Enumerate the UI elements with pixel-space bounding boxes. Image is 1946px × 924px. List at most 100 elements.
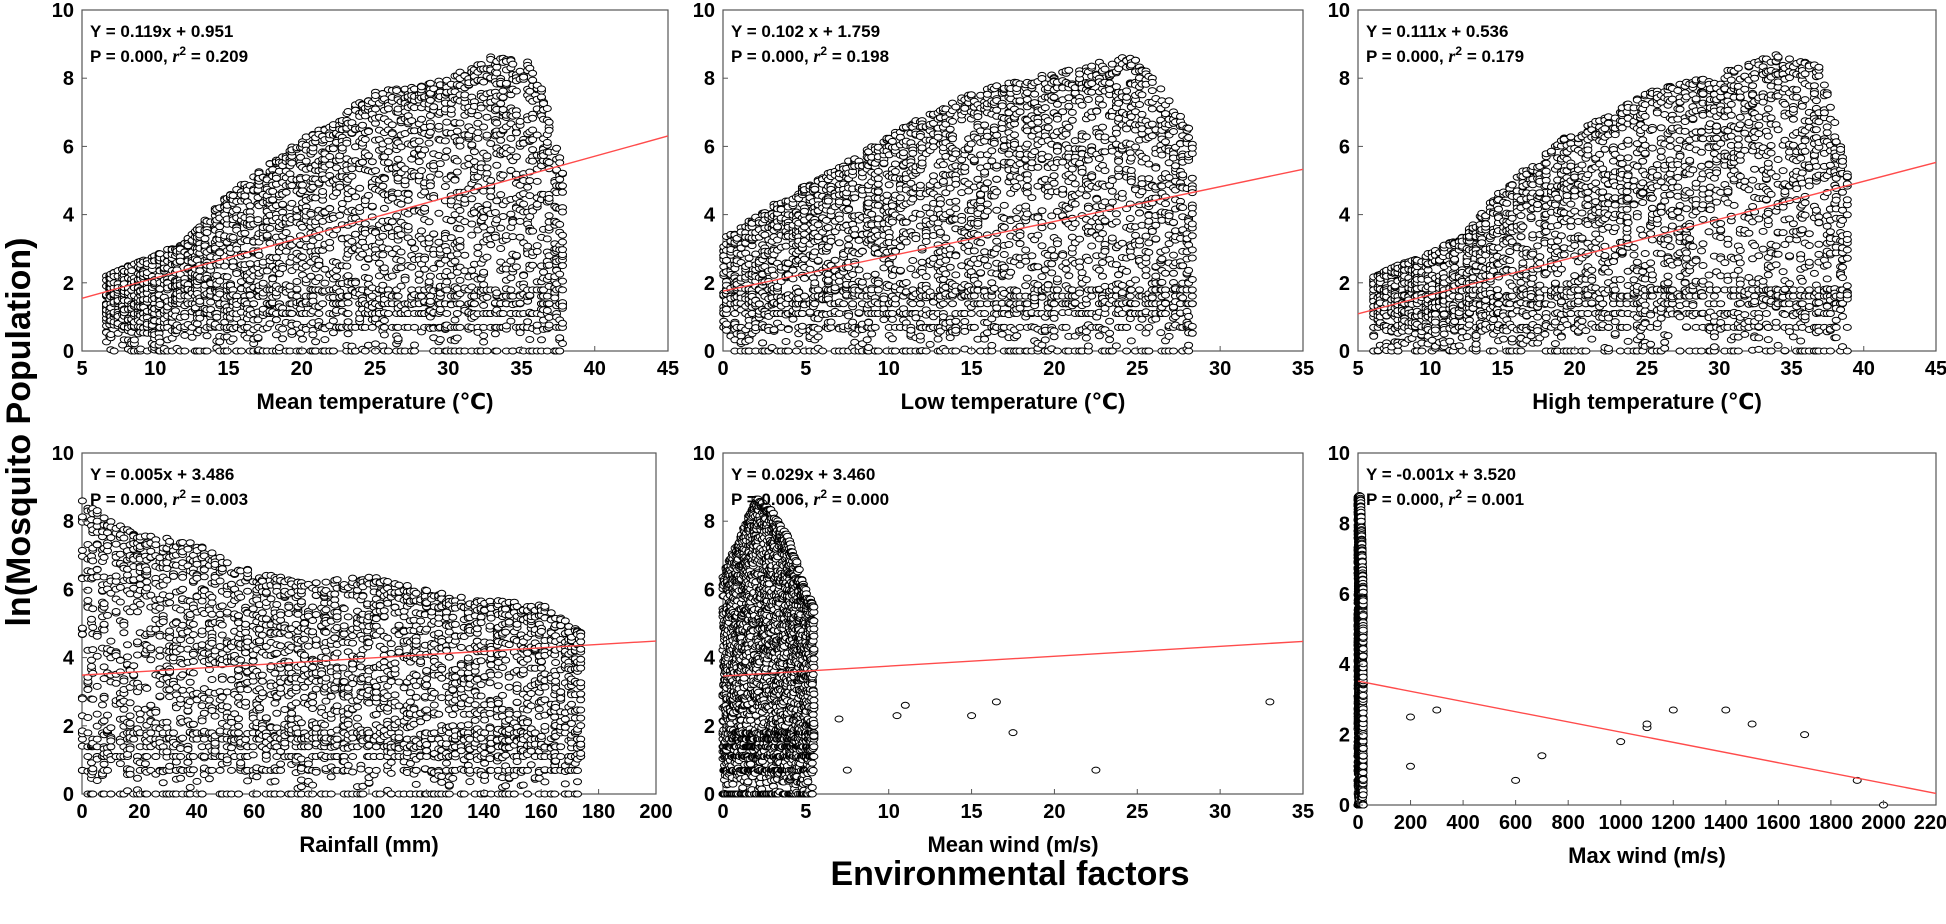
data-point (272, 317, 280, 323)
data-point (430, 231, 438, 237)
data-point (516, 234, 524, 240)
data-point (379, 183, 387, 189)
data-point (512, 130, 520, 136)
data-point (474, 244, 482, 250)
data-point (415, 159, 423, 165)
data-point (359, 159, 367, 165)
data-point (299, 254, 307, 260)
data-point (430, 104, 438, 110)
data-point (344, 293, 352, 299)
data-point (343, 140, 351, 146)
data-point (507, 275, 515, 281)
data-point (380, 324, 388, 330)
data-point (447, 218, 455, 224)
data-point (524, 243, 532, 249)
data-point (356, 316, 364, 322)
data-point (404, 197, 412, 203)
data-point (394, 336, 402, 342)
data-point (524, 319, 532, 325)
data-point (344, 109, 352, 115)
data-point (418, 228, 426, 234)
data-point (130, 337, 138, 343)
data-point (288, 311, 296, 317)
data-point (388, 219, 396, 225)
data-point (470, 301, 478, 307)
data-point (443, 119, 451, 125)
data-point (203, 348, 211, 354)
data-point (299, 348, 307, 354)
data-point (426, 129, 434, 135)
data-point (509, 234, 517, 240)
data-point (321, 266, 329, 272)
data-point (516, 300, 524, 306)
data-point (237, 348, 245, 354)
data-point (483, 294, 491, 300)
data-point (321, 280, 329, 286)
data-point (380, 205, 388, 211)
data-point (491, 234, 499, 240)
data-point (480, 302, 488, 308)
data-point (221, 263, 229, 269)
data-point (302, 158, 310, 164)
data-point (380, 318, 388, 324)
data-point (456, 226, 464, 232)
data-point (312, 339, 320, 345)
data-point (456, 237, 464, 243)
data-point (512, 252, 520, 258)
data-point (509, 219, 517, 225)
data-point (361, 221, 369, 227)
data-point (474, 113, 482, 119)
data-point (241, 193, 249, 199)
data-point (388, 122, 396, 128)
data-point (425, 279, 433, 285)
data-point (443, 279, 451, 285)
data-point (483, 254, 491, 260)
data-point (507, 287, 515, 293)
data-point (397, 201, 405, 207)
data-point (394, 156, 402, 162)
data-point (483, 153, 491, 159)
data-point (359, 122, 367, 128)
data-point (279, 201, 287, 207)
data-point (499, 88, 507, 94)
data-point (480, 124, 488, 130)
data-point (272, 255, 280, 261)
data-point (344, 273, 352, 279)
data-point (418, 116, 426, 122)
data-point (288, 160, 296, 166)
data-point (411, 342, 419, 348)
data-point (336, 212, 344, 218)
data-point (181, 314, 189, 320)
data-point (443, 148, 451, 154)
data-point (388, 273, 396, 279)
data-point (156, 302, 164, 308)
data-point (499, 94, 507, 100)
data-point (299, 182, 307, 188)
data-point (497, 246, 505, 252)
data-point (255, 252, 263, 258)
data-point (229, 193, 237, 199)
data-point (443, 311, 451, 317)
data-point (380, 176, 388, 182)
data-point (384, 138, 392, 144)
data-point (246, 261, 254, 267)
data-point (254, 335, 262, 341)
data-point (443, 287, 451, 293)
data-point (430, 265, 438, 271)
data-point (483, 165, 491, 171)
data-point (368, 159, 376, 165)
data-point (468, 267, 476, 273)
data-point (348, 166, 356, 172)
data-point (229, 336, 237, 342)
data-point (384, 348, 392, 354)
data-point (393, 213, 401, 219)
data-point (368, 203, 376, 209)
data-point (520, 201, 528, 207)
data-point (441, 138, 449, 144)
data-point (491, 331, 499, 337)
data-point (307, 211, 315, 217)
data-point (480, 333, 488, 339)
data-point (435, 171, 443, 177)
data-point (456, 207, 464, 213)
data-point (293, 214, 301, 220)
